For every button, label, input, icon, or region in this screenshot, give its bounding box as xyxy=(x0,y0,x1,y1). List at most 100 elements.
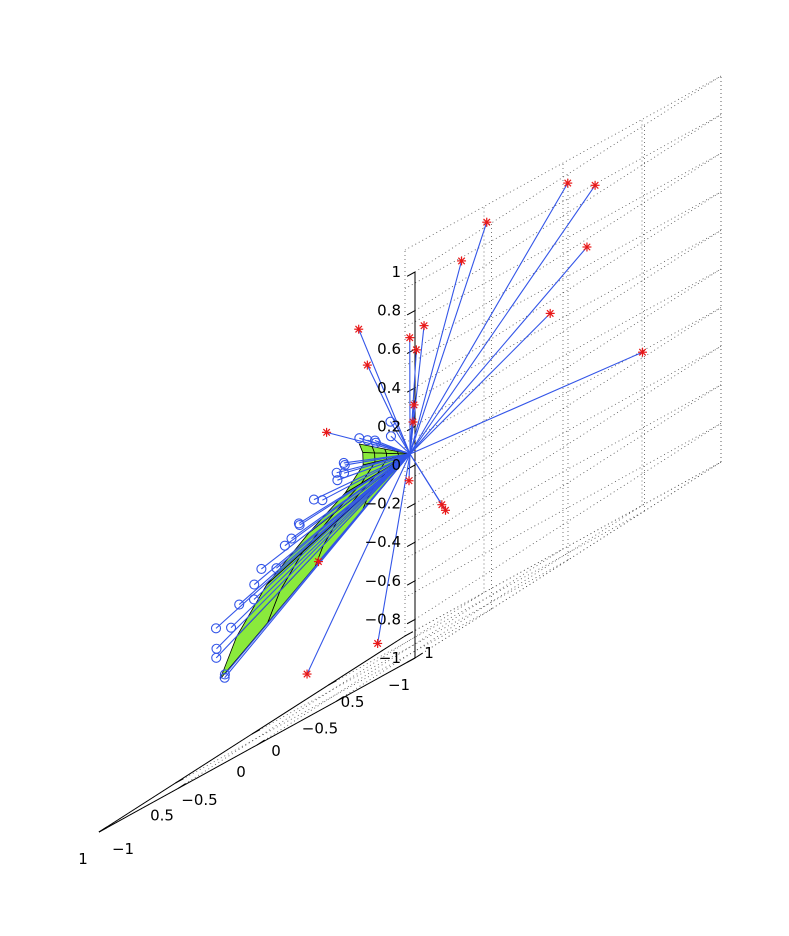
x-tick xyxy=(335,696,344,702)
grid-line xyxy=(177,592,485,789)
y-tick xyxy=(251,729,261,735)
grid-line xyxy=(414,345,722,543)
z-tick xyxy=(406,464,416,470)
z-tick-label: −0.6 xyxy=(365,572,401,590)
circle-marker xyxy=(271,563,282,574)
circle-marker xyxy=(256,563,267,574)
star-marker xyxy=(411,345,421,355)
grid-line xyxy=(414,230,722,427)
grid-line xyxy=(414,423,722,620)
star-marker xyxy=(302,669,312,679)
tick-labels: −1 −0.8 −0.6 −0.4 −0.2 0 0.2 0.4 0.6 0.8 1 −1 −0.5 0 0… xyxy=(78,263,434,868)
z-tick-label: −1 xyxy=(379,649,401,667)
ray-line xyxy=(306,453,411,675)
x-tick-label: −0.5 xyxy=(302,720,338,738)
circle-marker xyxy=(332,475,343,486)
axes-box xyxy=(98,271,423,833)
ray-line xyxy=(343,453,411,464)
grid-line xyxy=(414,307,722,504)
grid-line xyxy=(404,268,722,444)
surface-quad xyxy=(358,443,376,454)
grid-line xyxy=(404,191,722,367)
circle-marker xyxy=(211,652,222,663)
circle-marker xyxy=(308,494,320,505)
ray-line xyxy=(216,453,411,650)
ray-line xyxy=(409,453,446,511)
grid-line xyxy=(175,608,492,784)
circle-marker xyxy=(369,435,380,446)
ray-line xyxy=(389,421,411,455)
y-tick-label: 1 xyxy=(424,644,434,662)
z-tick xyxy=(406,580,416,586)
ray-line xyxy=(366,364,411,455)
y-tick xyxy=(98,827,108,833)
markers xyxy=(210,178,647,683)
rays xyxy=(215,182,643,679)
circle-marker xyxy=(234,599,245,610)
circle-marker xyxy=(293,518,304,529)
star-marker xyxy=(322,427,332,437)
ray-line xyxy=(238,453,411,605)
grid-line xyxy=(328,510,645,686)
ray-line xyxy=(377,453,411,644)
grid-line xyxy=(404,307,722,482)
star-marker xyxy=(419,321,429,331)
z-tick-label: −0.4 xyxy=(365,533,401,551)
z-tick-label: −0.8 xyxy=(365,610,401,628)
grid-line xyxy=(414,75,722,273)
star-marker xyxy=(441,505,450,515)
ray-line xyxy=(230,453,411,629)
grid-line xyxy=(404,114,722,289)
grid-line xyxy=(404,461,722,637)
star-marker xyxy=(582,242,592,252)
ray-line xyxy=(215,453,411,659)
circle-marker xyxy=(279,540,290,551)
circle-marker xyxy=(317,495,328,506)
ray-line xyxy=(343,453,411,474)
circle-marker xyxy=(226,622,237,633)
y-tick xyxy=(328,680,337,686)
x-tick xyxy=(414,652,423,659)
y-tick-label: 0.5 xyxy=(341,693,365,711)
z-tick xyxy=(406,271,416,277)
ray-line xyxy=(409,184,596,455)
ray-line xyxy=(318,453,411,562)
grid-line xyxy=(404,345,722,521)
ray-line xyxy=(409,246,588,455)
ray-line xyxy=(409,182,569,455)
grid-line xyxy=(256,548,564,746)
star-marker xyxy=(457,256,467,266)
circle-marker xyxy=(248,594,260,605)
x-tick xyxy=(177,783,186,789)
ray-line xyxy=(337,453,411,481)
z-tick xyxy=(406,618,416,625)
grid-line xyxy=(414,191,722,389)
grid-line xyxy=(414,114,722,311)
circle-marker xyxy=(339,460,350,471)
circle-marker xyxy=(354,433,365,444)
ray-line xyxy=(322,453,411,501)
x-tick-label: 0.5 xyxy=(150,807,174,825)
ray-line xyxy=(409,349,417,455)
star-marker xyxy=(405,333,415,343)
x-tick xyxy=(256,739,265,746)
y-tick-label: 0 xyxy=(271,742,281,760)
circle-marker xyxy=(210,623,222,634)
grid-line xyxy=(414,461,722,659)
x-tick-label: 0 xyxy=(236,763,246,781)
y-tick-label: −0.5 xyxy=(181,791,217,809)
ray-line xyxy=(409,222,488,455)
y-tick xyxy=(175,778,184,784)
grid-line xyxy=(414,384,722,582)
z-tick-label: 0.2 xyxy=(377,417,401,435)
circle-marker xyxy=(219,672,230,683)
ray-line xyxy=(409,260,463,455)
grid-line xyxy=(414,268,722,466)
ray-line xyxy=(358,328,411,455)
ray-line xyxy=(409,313,551,455)
grid-line xyxy=(404,384,722,560)
surface-quad xyxy=(219,590,281,680)
y-tick xyxy=(404,631,414,637)
star-marker xyxy=(563,178,573,188)
